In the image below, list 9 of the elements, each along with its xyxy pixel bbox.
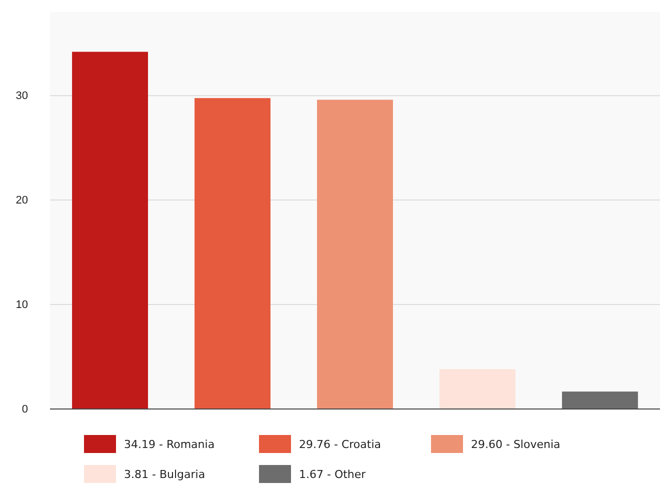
legend-label: 3.81 - Bulgaria <box>124 468 206 481</box>
y-tick-label: 20 <box>16 194 28 207</box>
y-tick-label: 30 <box>16 90 28 102</box>
legend-label: 1.67 - Other <box>299 468 366 481</box>
legend-label: 34.19 - Romania <box>124 438 215 451</box>
y-tick-label: 10 <box>16 299 28 312</box>
legend-label: 29.60 - Slovenia <box>471 438 560 451</box>
legend-label: 29.76 - Croatia <box>299 438 381 451</box>
y-tick-label: 0 <box>22 404 28 416</box>
